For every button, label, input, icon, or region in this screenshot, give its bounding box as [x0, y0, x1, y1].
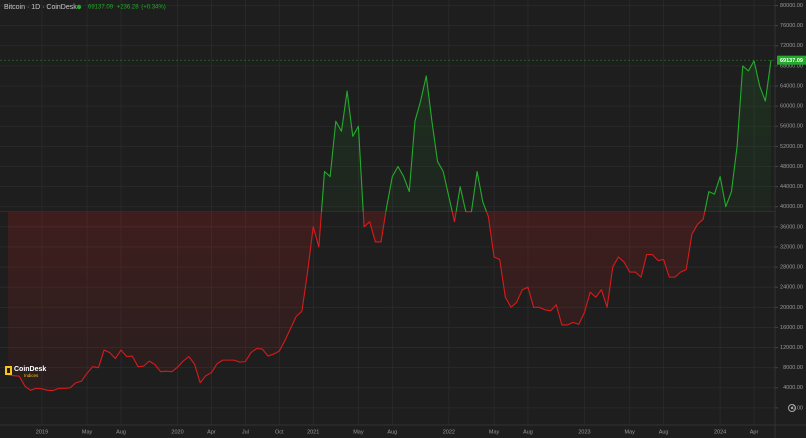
last-price-box [777, 55, 806, 65]
y-tick-label: 28000.00 [780, 265, 803, 271]
y-tick-label: 8000.00 [783, 365, 803, 371]
y-tick-label: 44000.00 [780, 184, 803, 190]
y-tick-label: 0.00 [792, 405, 803, 411]
x-tick-label: 2019 [36, 429, 48, 435]
status-dot [76, 4, 82, 10]
x-tick-label: Aug [659, 429, 669, 435]
change-percent: (+0.34%) [141, 5, 166, 11]
x-tick-label: 2023 [578, 429, 590, 435]
last-value: 69137.09 [88, 5, 114, 11]
last-price-label: 69137.09 [780, 58, 803, 64]
x-tick-label: 2022 [443, 429, 455, 435]
x-tick-label: Apr [750, 429, 759, 435]
settings-button[interactable] [788, 404, 796, 412]
y-tick-label: 76000.00 [780, 23, 803, 29]
logo-sub: Indices [24, 373, 39, 378]
x-tick-label: 2024 [714, 429, 726, 435]
x-tick-label: Aug [387, 429, 397, 435]
y-tick-label: 20000.00 [780, 305, 803, 311]
y-tick-label: 52000.00 [780, 144, 803, 150]
x-tick-label: May [625, 429, 636, 435]
logo-icon-cut [7, 368, 10, 373]
x-tick-label: 2021 [307, 429, 319, 435]
x-tick-label: Jul [242, 429, 249, 435]
settings-icon[interactable] [788, 404, 796, 412]
x-tick-label: Oct [275, 429, 284, 435]
x-tick-label: May [353, 429, 364, 435]
x-tick-label: May [82, 429, 93, 435]
y-tick-label: 24000.00 [780, 285, 803, 291]
y-tick-label: 36000.00 [780, 224, 803, 230]
price-line [7, 60, 772, 392]
y-tick-label: 80000.00 [780, 3, 803, 9]
x-tick-label: 2020 [171, 429, 183, 435]
chart-title: Bitcoin · 1D · CoinDesk [4, 4, 77, 11]
x-tick-label: Aug [523, 429, 533, 435]
baseline-area [8, 60, 771, 391]
y-tick-label: 56000.00 [780, 124, 803, 130]
y-tick-label: 48000.00 [780, 164, 803, 170]
plot [0, 59, 775, 392]
y-tick-label: 12000.00 [780, 345, 803, 351]
y-tick-label: 72000.00 [780, 43, 803, 49]
y-tick-label: 64000.00 [780, 83, 803, 89]
x-tick-label: Apr [207, 429, 216, 435]
settings-icon-core[interactable] [790, 406, 794, 410]
axes: 0.00 4000.00 8000.00 12000.00 16000.00 20000.… [36, 3, 806, 435]
change: +236.28 [117, 5, 140, 11]
y-tick-label: 32000.00 [780, 244, 803, 250]
y-tick-label: 16000.00 [780, 325, 803, 331]
x-tick-label: May [489, 429, 500, 435]
x-tick-label: Aug [116, 429, 126, 435]
y-tick-label: 40000.00 [780, 204, 803, 210]
logo: CoinDesk Indices [5, 366, 46, 378]
logo-name: CoinDesk [14, 366, 46, 373]
y-tick-label: 60000.00 [780, 104, 803, 110]
y-tick-label: 68000.00 [780, 63, 803, 69]
y-tick-label: 4000.00 [783, 385, 803, 391]
